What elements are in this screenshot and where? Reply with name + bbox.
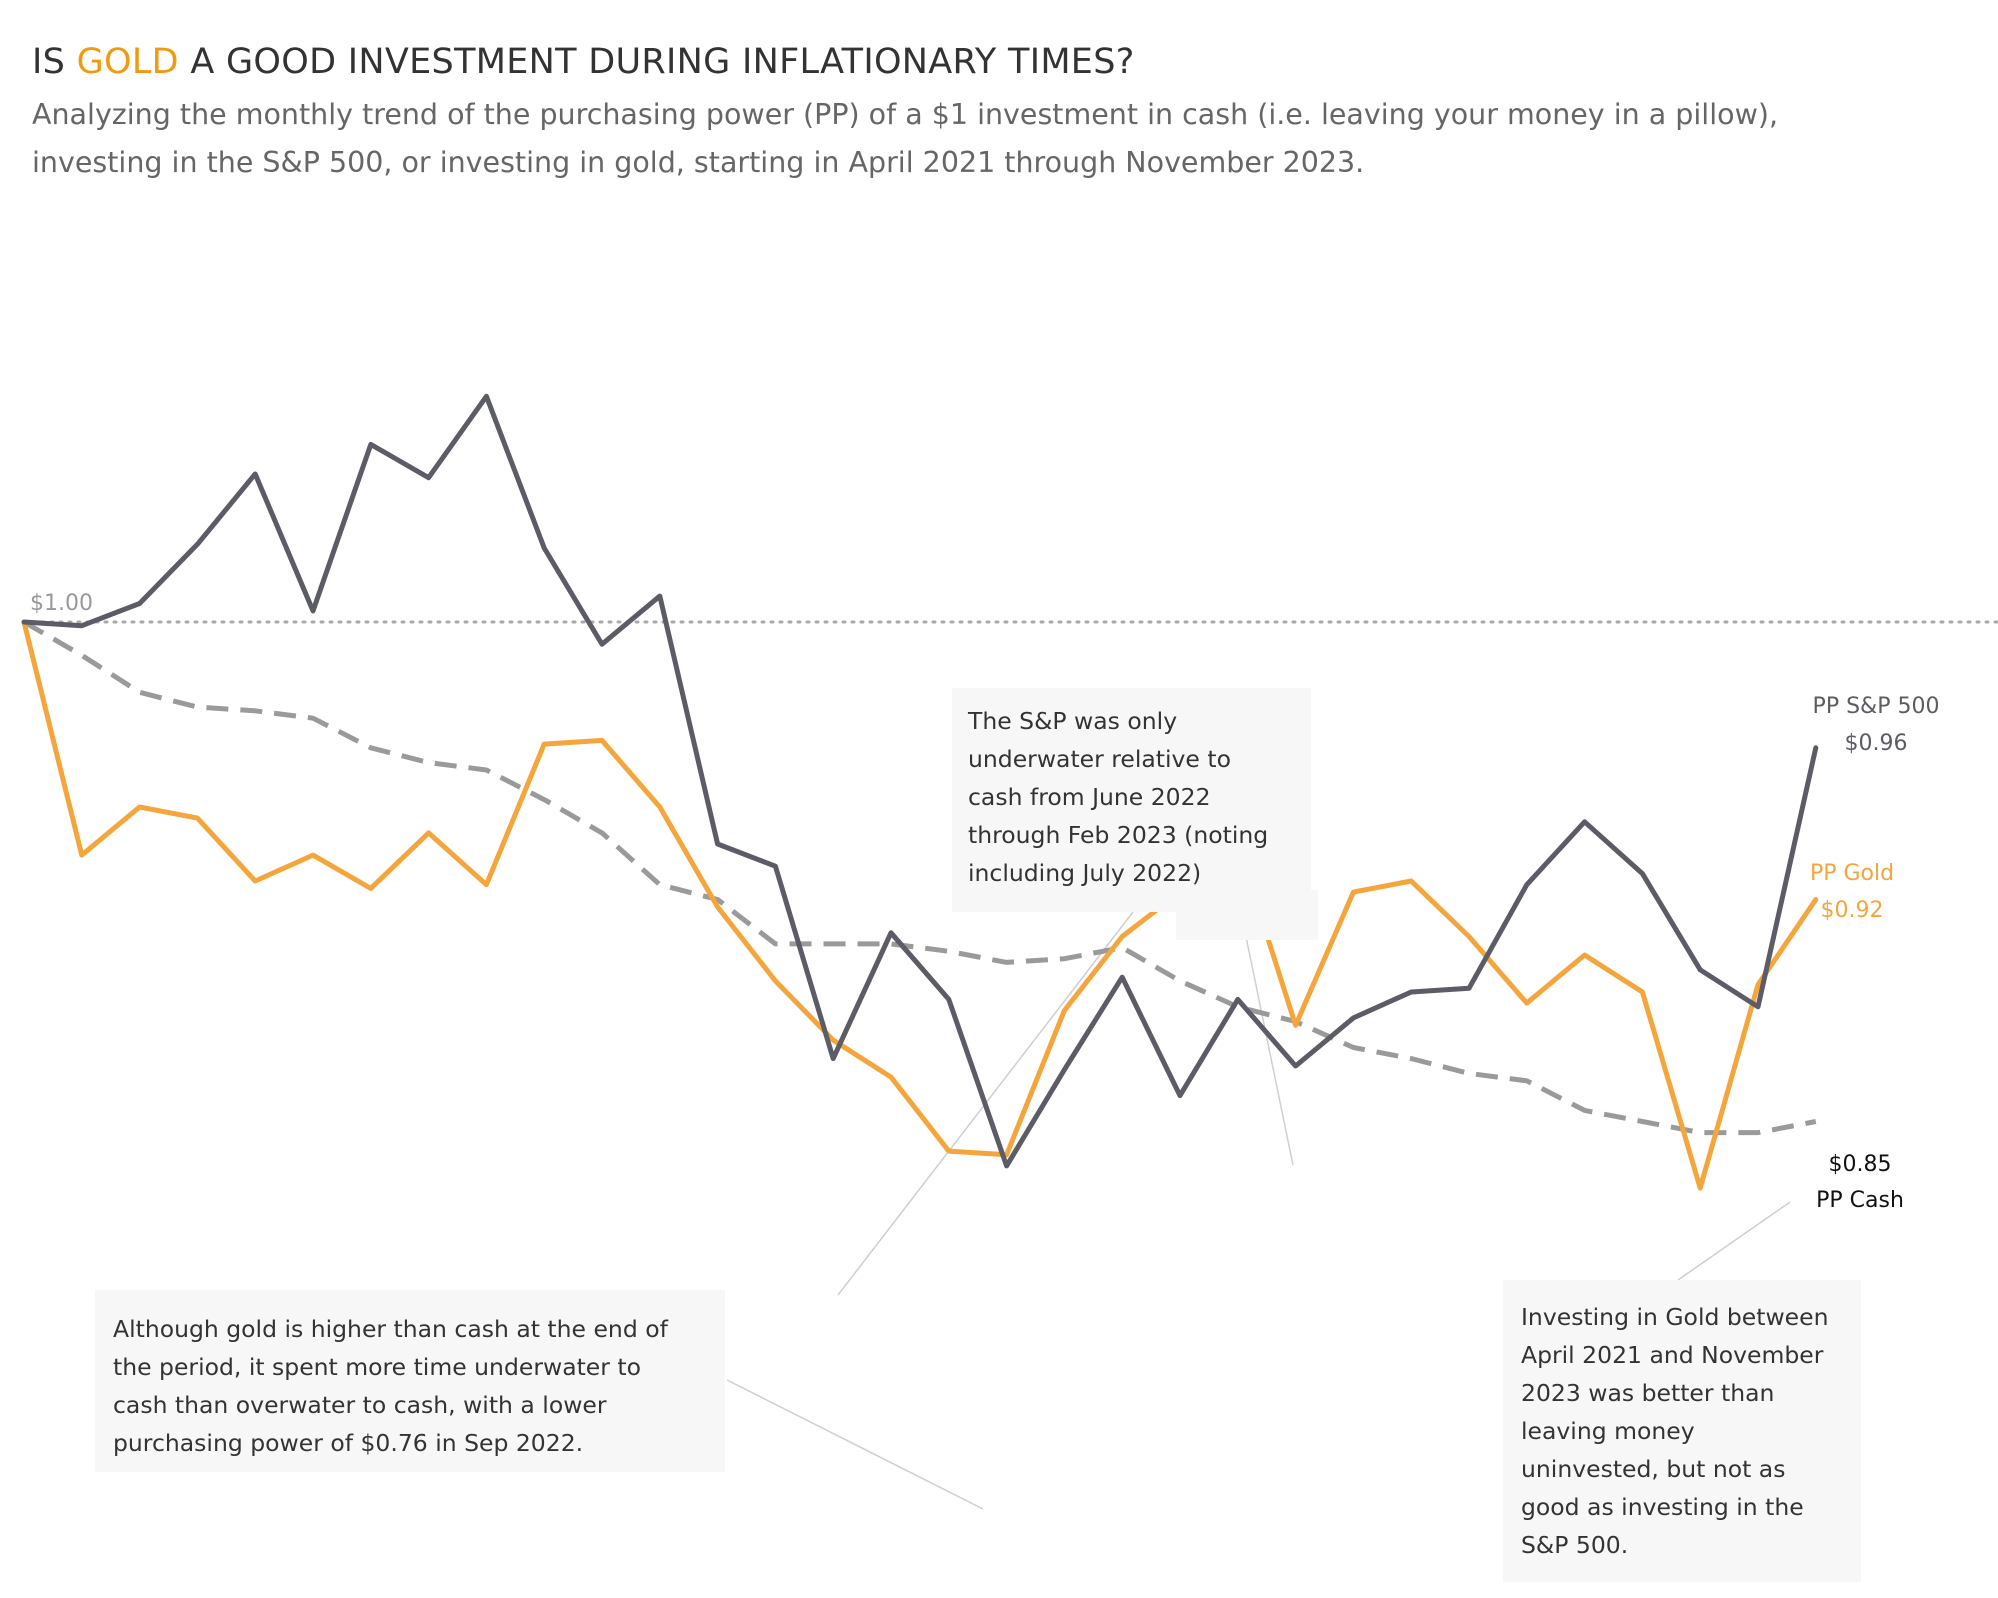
annotation-gold-underwater: Although gold is higher than cash at the… — [95, 1290, 725, 1472]
end-label-sp500-value: $0.96 — [1845, 731, 1908, 756]
annotation-line: the period, it spent more time underwate… — [113, 1353, 641, 1381]
end-label-gold-name: PP Gold — [1810, 861, 1894, 886]
annotation-line: good as investing in the — [1521, 1493, 1804, 1521]
subtitle-line-1: Analyzing the monthly trend of the purch… — [32, 98, 1779, 131]
annotation-line: purchasing power of $0.76 in Sep 2022. — [113, 1429, 584, 1457]
subtitle-line-2: investing in the S&P 500, or investing i… — [32, 146, 1365, 179]
series-line-pp-cash — [22, 619, 1817, 1136]
series-line-pp-gold — [21, 619, 1819, 1191]
annotation-line: S&P 500. — [1521, 1531, 1629, 1559]
annotation-line: underwater relative to — [968, 745, 1231, 773]
annotation-line: April 2021 and November — [1521, 1341, 1824, 1369]
annotation-line: through Feb 2023 (noting — [968, 821, 1269, 849]
annotation-line: including July 2022) — [968, 859, 1202, 887]
annotation-line: Although gold is higher than cash at the… — [113, 1315, 668, 1343]
annotation-line: cash from June 2022 — [968, 783, 1211, 811]
annotation-line: 2023 was better than — [1521, 1379, 1775, 1407]
title-suffix: A GOOD INVESTMENT DURING INFLATIONARY TI… — [178, 42, 1135, 82]
annotation-line: Investing in Gold between — [1521, 1303, 1829, 1331]
leader-sp-underwater-2 — [1244, 931, 1294, 1166]
reference-label: $1.00 — [30, 591, 93, 616]
leader-gold-underwater — [726, 1379, 984, 1510]
annotation-sp-underwater: The S&P was only underwater relative to … — [952, 688, 1311, 912]
annotation-gold-vs-cash: Investing in Gold between April 2021 and… — [1503, 1280, 1861, 1582]
annotation-line: The S&P was only — [968, 707, 1178, 735]
chart-title: IS GOLD A GOOD INVESTMENT DURING INFLATI… — [32, 42, 1135, 82]
leader-gold-vs-cash — [1677, 1201, 1791, 1281]
end-label-gold-value: $0.92 — [1821, 898, 1884, 923]
end-label-sp500-name: PP S&P 500 — [1813, 694, 1940, 719]
annotation-line: uninvested, but not as — [1521, 1455, 1786, 1483]
annotation-line: leaving money — [1521, 1417, 1695, 1445]
annotation-sp-underwater-tab — [1176, 890, 1318, 940]
series-line-pp-sp500 — [21, 393, 1819, 1169]
end-label-cash-value: $0.85 — [1829, 1152, 1892, 1177]
title-prefix: IS — [32, 42, 77, 82]
title-highlight-gold: GOLD — [76, 42, 179, 82]
annotation-line: cash than overwater to cash, with a lowe… — [113, 1391, 607, 1419]
end-label-cash-name: PP Cash — [1816, 1188, 1904, 1213]
